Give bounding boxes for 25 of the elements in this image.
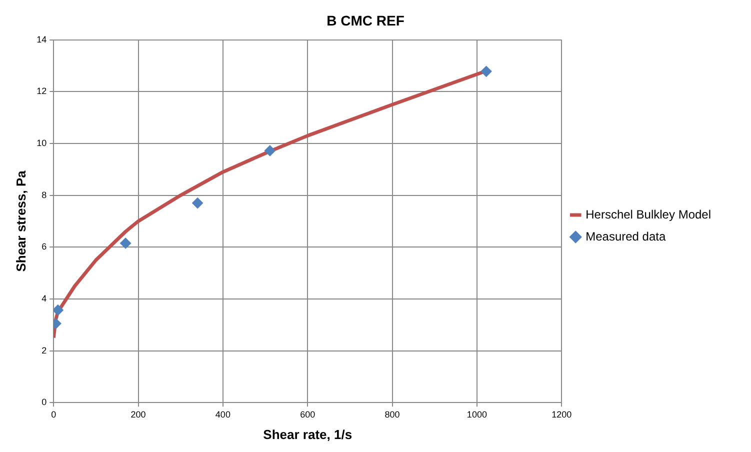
y-tick-label: 2 [42, 345, 47, 356]
y-tick-label: 10 [36, 138, 47, 148]
x-tick-label: 400 [215, 409, 230, 420]
legend-label: Herschel Bulkley Model [586, 207, 712, 222]
x-tick-label: 1000 [466, 409, 487, 420]
x-tick-label: 200 [130, 409, 146, 420]
x-tick-label: 0 [51, 409, 56, 420]
point [120, 238, 132, 249]
legend-label: Measured data [586, 229, 666, 244]
y-tick-label: 12 [36, 86, 47, 96]
x-tick-label: 800 [384, 409, 400, 420]
x-axis-title: Shear rate, 1/s [263, 426, 352, 442]
point [480, 66, 492, 77]
y-tick-label: 14 [36, 34, 47, 44]
y-tick-label: 8 [42, 190, 47, 200]
y-axis-title: Shear stress, Pa [13, 170, 28, 272]
chart-title: B CMC REF [326, 12, 405, 28]
point [192, 198, 204, 209]
x-tick-label: 600 [300, 409, 316, 420]
y-tick-label: 6 [42, 242, 47, 252]
x-tick-label: 1200 [552, 409, 572, 420]
point [264, 145, 276, 156]
point [54, 304, 64, 316]
y-tick-label: 0 [42, 397, 47, 408]
y-tick-label: 4 [42, 293, 47, 304]
